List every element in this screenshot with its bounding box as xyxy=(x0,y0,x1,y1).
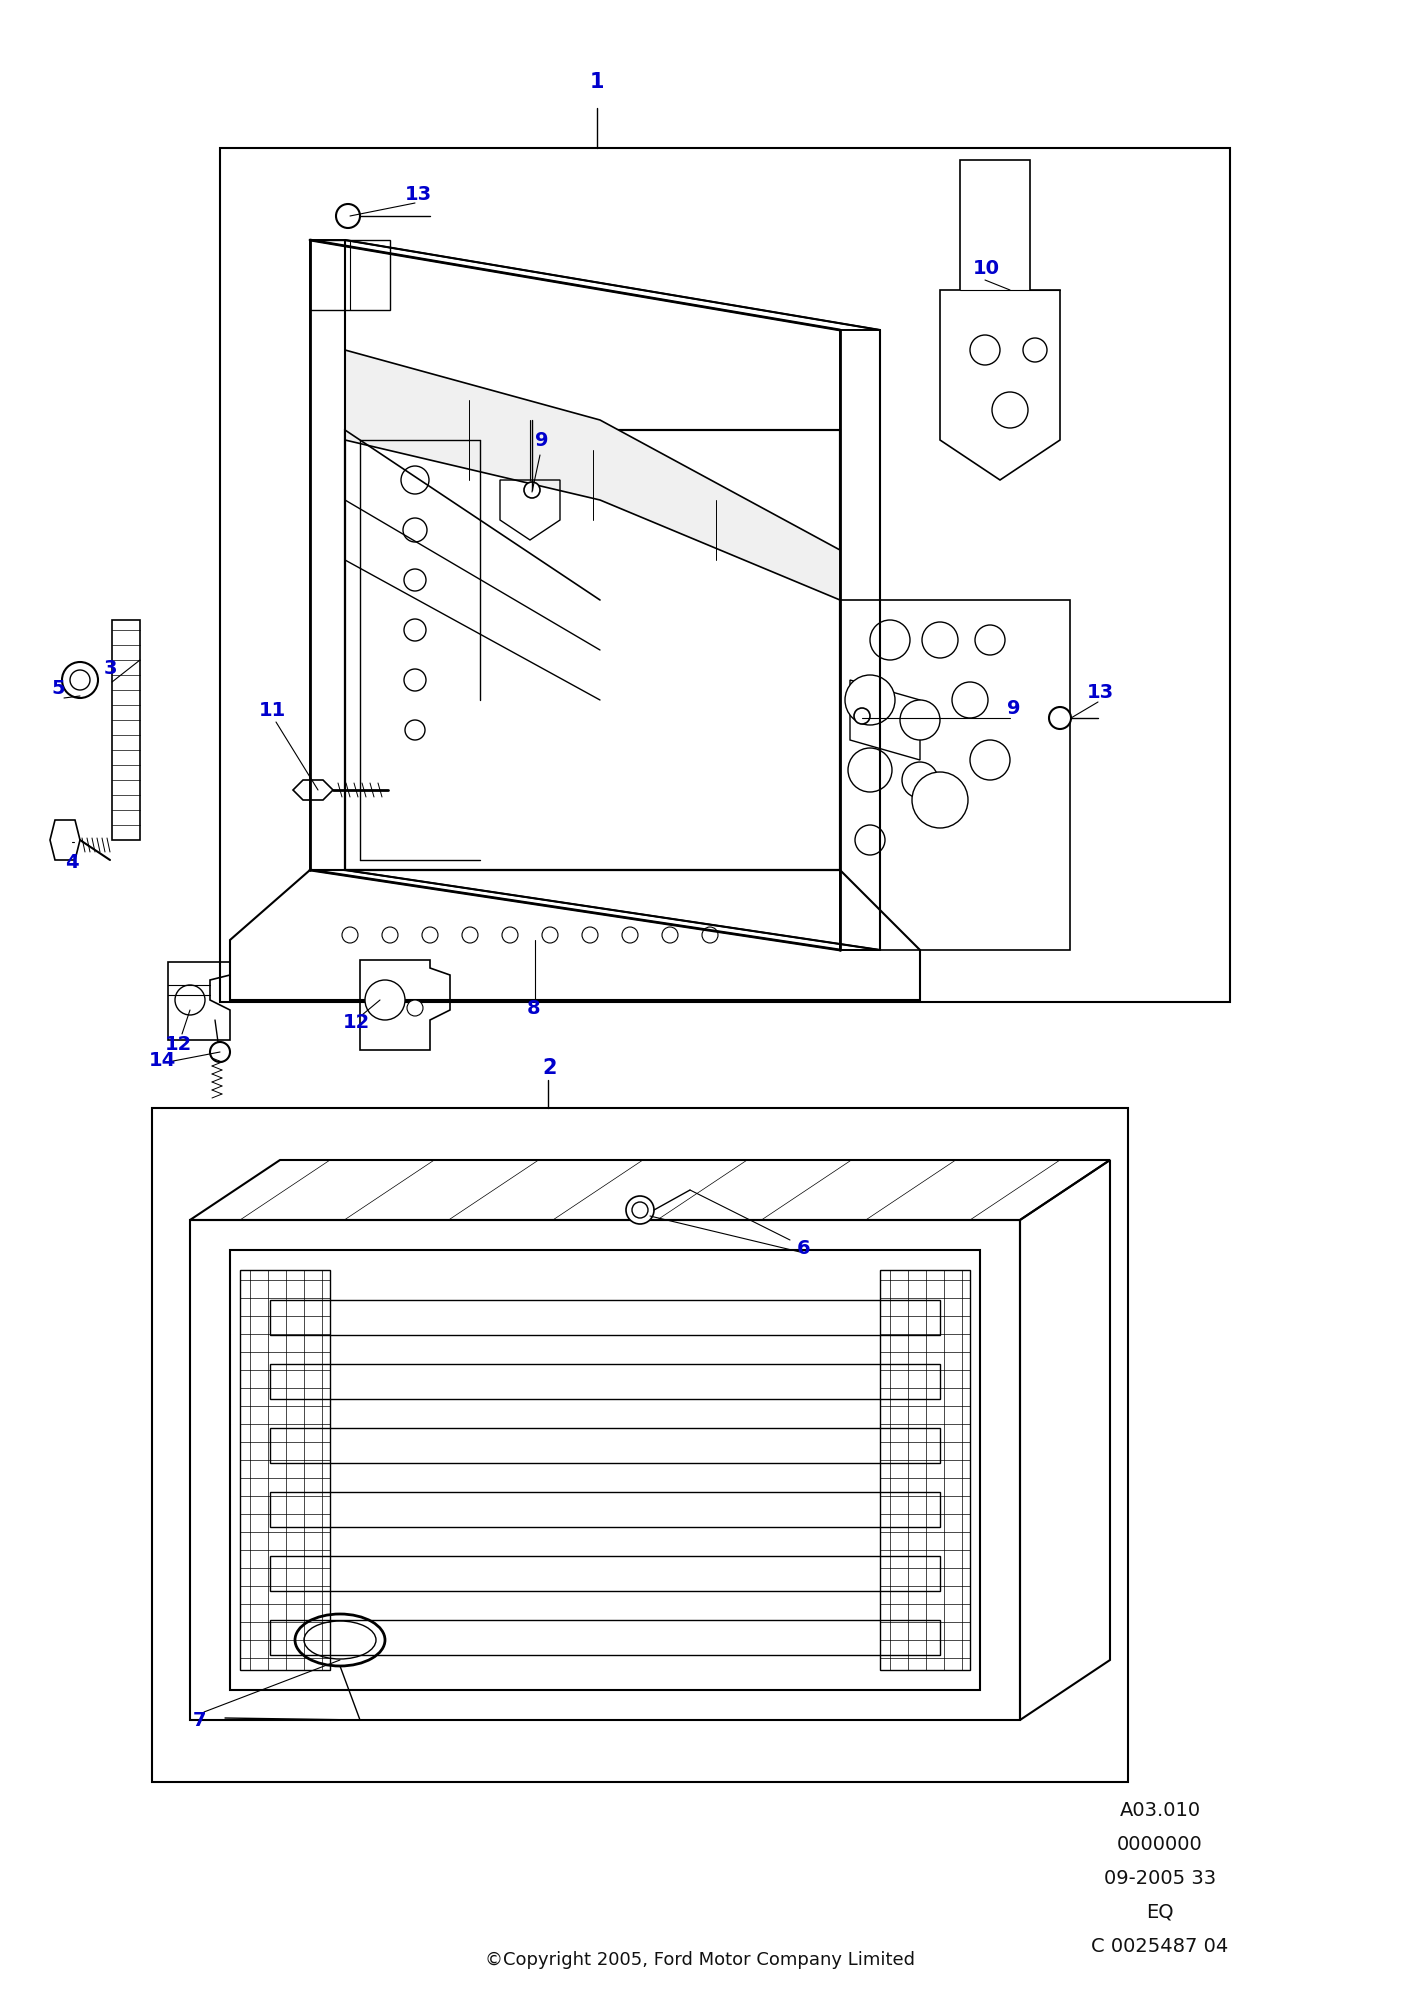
Bar xyxy=(269,1428,940,1464)
Circle shape xyxy=(623,928,638,944)
Bar xyxy=(220,148,1229,1002)
Bar xyxy=(345,430,839,870)
Circle shape xyxy=(848,748,892,792)
Circle shape xyxy=(662,928,678,944)
Bar xyxy=(269,1492,940,1528)
Text: 14: 14 xyxy=(149,1050,176,1070)
Circle shape xyxy=(625,1196,654,1224)
Circle shape xyxy=(342,928,357,944)
Polygon shape xyxy=(345,350,839,600)
Text: A03.010: A03.010 xyxy=(1119,1800,1201,1820)
Circle shape xyxy=(404,620,425,640)
Circle shape xyxy=(69,670,89,690)
Bar xyxy=(152,1108,1127,1782)
Text: 8: 8 xyxy=(527,998,540,1018)
Circle shape xyxy=(525,482,540,498)
Text: 0000000: 0000000 xyxy=(1117,1834,1202,1854)
Circle shape xyxy=(542,928,559,944)
Circle shape xyxy=(854,708,871,724)
Text: 4: 4 xyxy=(65,852,79,872)
Circle shape xyxy=(871,620,910,660)
Circle shape xyxy=(581,928,598,944)
Text: 12: 12 xyxy=(164,1034,191,1054)
Text: C 0025487 04: C 0025487 04 xyxy=(1092,1936,1228,1956)
Text: EQ: EQ xyxy=(1146,1902,1174,1922)
Text: 10: 10 xyxy=(973,258,1000,278)
Circle shape xyxy=(62,662,98,698)
Circle shape xyxy=(502,928,518,944)
Text: 12: 12 xyxy=(342,1012,370,1032)
Circle shape xyxy=(423,928,438,944)
Circle shape xyxy=(462,928,478,944)
Circle shape xyxy=(1022,338,1046,362)
Text: 7: 7 xyxy=(193,1710,207,1730)
Circle shape xyxy=(401,466,430,494)
Circle shape xyxy=(381,928,398,944)
Circle shape xyxy=(993,392,1028,428)
Circle shape xyxy=(632,1202,648,1218)
Text: 9: 9 xyxy=(1007,698,1021,718)
Text: 2: 2 xyxy=(543,1058,557,1078)
Text: ©Copyright 2005, Ford Motor Company Limited: ©Copyright 2005, Ford Motor Company Limi… xyxy=(485,1952,915,1968)
Text: 6: 6 xyxy=(797,1238,811,1258)
Circle shape xyxy=(407,1000,423,1016)
Circle shape xyxy=(976,624,1005,656)
Text: 13: 13 xyxy=(1086,682,1113,702)
Bar xyxy=(269,1556,940,1592)
Text: 09-2005 33: 09-2005 33 xyxy=(1105,1868,1217,1888)
Circle shape xyxy=(702,928,718,944)
Circle shape xyxy=(902,762,937,798)
Circle shape xyxy=(403,518,427,542)
Text: 1: 1 xyxy=(590,72,604,92)
Circle shape xyxy=(364,980,406,1020)
Circle shape xyxy=(970,334,1000,364)
Circle shape xyxy=(900,700,940,740)
Bar xyxy=(269,1300,940,1336)
Circle shape xyxy=(970,740,1010,780)
Bar xyxy=(230,1250,980,1690)
Circle shape xyxy=(404,568,425,592)
Circle shape xyxy=(336,204,360,228)
Text: 9: 9 xyxy=(535,430,549,450)
Bar xyxy=(269,1364,940,1400)
Circle shape xyxy=(855,824,885,856)
Text: 5: 5 xyxy=(51,678,65,698)
Circle shape xyxy=(845,676,895,724)
Circle shape xyxy=(912,772,968,828)
Text: 13: 13 xyxy=(404,184,431,204)
Circle shape xyxy=(404,668,425,692)
Circle shape xyxy=(1049,708,1071,728)
Circle shape xyxy=(406,720,425,740)
Bar xyxy=(839,600,1071,950)
Circle shape xyxy=(951,682,988,718)
Circle shape xyxy=(922,622,959,658)
Text: 11: 11 xyxy=(258,700,285,720)
Bar xyxy=(269,1620,940,1656)
Circle shape xyxy=(174,984,206,1016)
Text: 3: 3 xyxy=(104,658,116,678)
Circle shape xyxy=(210,1042,230,1062)
